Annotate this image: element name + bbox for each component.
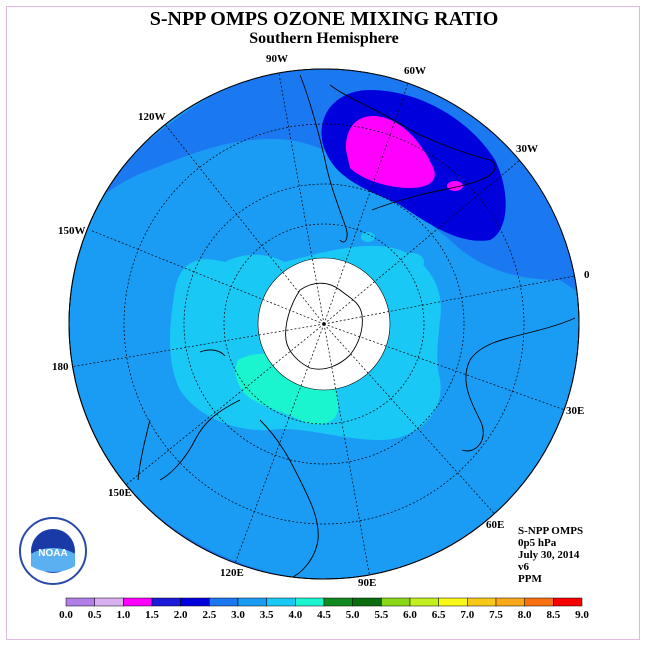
- info-units: PPM: [518, 573, 542, 585]
- colorbar-swatch: [209, 597, 239, 607]
- lon-label-120w: 120W: [138, 111, 166, 123]
- colorbar-swatch: [151, 597, 181, 607]
- logo-text: NOAA: [38, 548, 67, 559]
- info-date: July 30, 2014: [518, 549, 580, 561]
- patch-3-5-b: [200, 260, 224, 276]
- colorbar-tick-label: 6.0: [403, 609, 417, 621]
- info-version: v6: [518, 561, 529, 573]
- australia-coast: [137, 399, 319, 579]
- colorbar-swatch: [237, 597, 267, 607]
- lon-label-150e: 150E: [108, 487, 132, 499]
- colorbar-tick-label: 3.5: [260, 609, 274, 621]
- colorbar-tick-label: 8.0: [518, 609, 532, 621]
- colorbar-tick-label: 5.5: [374, 609, 388, 621]
- colorbar-tick-label: 6.5: [432, 609, 446, 621]
- colorbar-tick-label: 2.5: [202, 609, 216, 621]
- africa-coast: [461, 317, 576, 452]
- south-america-coast: [299, 74, 496, 243]
- info-instrument: S-NPP OMPS: [518, 525, 584, 537]
- lon-label-90e: 90E: [358, 577, 376, 589]
- band-2-5-upper: [90, 69, 579, 300]
- colorbar-swatch: [409, 597, 439, 607]
- colorbar-tick-label: 0.0: [59, 609, 73, 621]
- band-1-0: [345, 115, 435, 188]
- colorbar-tick-label: 4.5: [317, 609, 331, 621]
- patch-3-5-a: [400, 253, 424, 271]
- colorbar-tick-label: 3.0: [231, 609, 245, 621]
- colorbar-swatch: [295, 597, 325, 607]
- lon-label-180: 180: [52, 361, 69, 373]
- colorbar-swatch: [524, 597, 554, 607]
- map-title: S-NPP OMPS OZONE MIXING RATIO: [149, 8, 499, 30]
- colorbar-swatch: [94, 597, 124, 607]
- info-level: 0p5 hPa: [518, 537, 557, 549]
- colorbar-swatch: [323, 597, 353, 607]
- colorbar-swatch: [467, 597, 497, 607]
- lon-label-30e: 30E: [566, 405, 584, 417]
- info-block: S-NPP OMPS 0p5 hPa July 30, 2014 v6 PPM: [518, 525, 583, 585]
- antarctica-coast: [285, 282, 363, 370]
- colorbar-tick-label: 7.0: [460, 609, 474, 621]
- figure-frame: [6, 6, 640, 640]
- nz-coast: [199, 349, 226, 357]
- colorbar-tick-label: 8.5: [546, 609, 560, 621]
- colorbar-swatch: [381, 597, 411, 607]
- colorbar-swatch: [65, 597, 95, 607]
- lon-label-150w: 150W: [58, 225, 86, 237]
- colorbar-tick-label: 1.0: [116, 609, 130, 621]
- coastlines: [137, 74, 576, 579]
- lon-label-0: 0: [584, 269, 590, 281]
- colorbar-tick-label: 1.5: [145, 609, 159, 621]
- colorbar-swatch: [180, 597, 210, 607]
- colorbar-tick-label: 4.0: [288, 609, 302, 621]
- colorbar-tick-label: 0.5: [88, 609, 102, 621]
- colorbar-swatch: [553, 597, 583, 607]
- colorbar-tick-label: 2.0: [174, 609, 188, 621]
- lon-label-30w: 30W: [516, 143, 538, 155]
- colorbar-swatch: [495, 597, 525, 607]
- lon-label-90w: 90W: [266, 53, 288, 65]
- colorbar-swatch: [438, 597, 468, 607]
- colorbar-tick-label: 5.0: [346, 609, 360, 621]
- patch-3-5-c: [361, 232, 375, 242]
- lon-label-60w: 60W: [404, 65, 426, 77]
- map-subtitle: Southern Hemisphere: [249, 30, 399, 47]
- lon-label-60e: 60E: [486, 519, 504, 531]
- colorbar-tick-label: 7.5: [489, 609, 503, 621]
- colorbar-swatch: [352, 597, 382, 607]
- colorbar-tick-label: 9.0: [575, 609, 589, 621]
- noaa-logo: NOAA: [19, 517, 87, 585]
- colorbar: 0.0 0.5 1.0 1.5 2.0 2.5 3.0 3.5 4.0 4.5 5.0 5.5 6.0 6…: [59, 597, 589, 621]
- graticule: [69, 69, 579, 579]
- lon-label-120e: 120E: [220, 567, 244, 579]
- colorbar-swatch: [266, 597, 296, 607]
- colorbar-swatch: [123, 597, 153, 607]
